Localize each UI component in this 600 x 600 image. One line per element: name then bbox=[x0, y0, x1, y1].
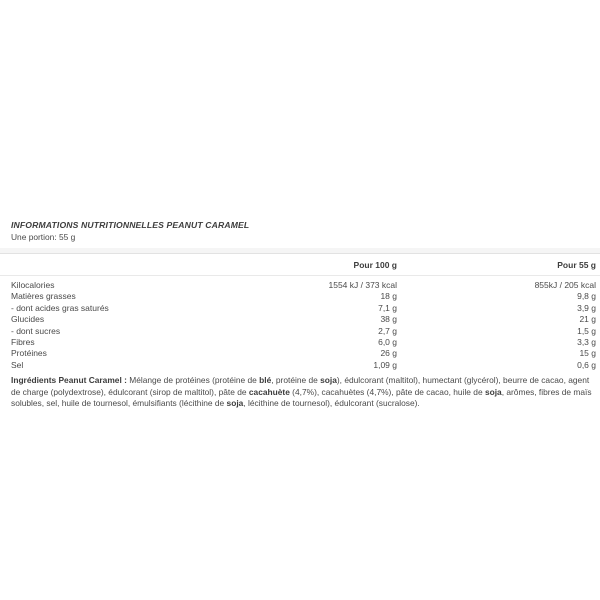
value-per-55g: 21 g bbox=[579, 314, 596, 325]
value-per-100g: 26 g bbox=[380, 348, 397, 359]
portion-info: Une portion: 55 g bbox=[11, 232, 76, 242]
value-per-55g: 0,6 g bbox=[577, 359, 596, 370]
value-per-55g: 3,3 g bbox=[577, 337, 596, 348]
value-per-55g: 855kJ / 205 kcal bbox=[534, 280, 596, 290]
table-row: Glucides 38 g 21 g bbox=[0, 314, 600, 325]
ingredient-segment: , protéine de bbox=[271, 375, 321, 386]
value-per-100g: 1,09 g bbox=[373, 359, 397, 370]
ingredient-segment: Ingrédients Peanut Caramel : bbox=[11, 375, 130, 386]
nutrient-label: - dont sucres bbox=[11, 325, 61, 336]
column-header-per-55g: Pour 55 g bbox=[557, 260, 596, 270]
value-per-55g: 9,8 g bbox=[577, 291, 596, 302]
value-per-100g: 38 g bbox=[380, 314, 397, 325]
ingredient-segment: soja bbox=[484, 386, 502, 397]
value-per-55g: 15 g bbox=[579, 348, 596, 359]
ingredient-segment: blé bbox=[259, 375, 272, 386]
table-header-row: Pour 100 g Pour 55 g bbox=[0, 254, 600, 276]
table-row: Sel 1,09 g 0,6 g bbox=[0, 360, 600, 371]
nutrient-label: Fibres bbox=[11, 337, 35, 348]
column-header-per-100g: Pour 100 g bbox=[353, 260, 397, 270]
table-row: Matières grasses 18 g 9,8 g bbox=[0, 291, 600, 302]
ingredient-segment: (4,7%), cacahuètes (4,7%), pâte de cacao… bbox=[289, 386, 485, 397]
nutrient-label: - dont acides gras saturés bbox=[11, 302, 109, 313]
ingredient-segment: ), édulcorant (maltitol), humectant (gly… bbox=[11, 375, 590, 397]
nutrient-label: Matières grasses bbox=[11, 291, 76, 302]
value-per-100g: 7,1 g bbox=[378, 302, 397, 313]
ingredient-segment: cacahuète bbox=[248, 386, 290, 397]
value-per-55g: 1,5 g bbox=[577, 325, 596, 336]
value-per-100g: 2,7 g bbox=[378, 325, 397, 336]
header-spacer bbox=[11, 260, 207, 270]
nutrient-label: Sel bbox=[11, 359, 24, 370]
value-per-55g: 3,9 g bbox=[577, 302, 596, 313]
panel-title: INFORMATIONS NUTRITIONNELLES PEANUT CARA… bbox=[11, 220, 250, 230]
table-row: Protéines 26 g 15 g bbox=[0, 348, 600, 359]
divider-band bbox=[0, 248, 600, 254]
nutrition-panel: INFORMATIONS NUTRITIONNELLES PEANUT CARA… bbox=[0, 220, 600, 409]
ingredient-segment: soja bbox=[320, 375, 337, 386]
ingredient-segment: , arômes, fibres de maïs solubles, sel, … bbox=[11, 386, 592, 408]
nutrient-label: Protéines bbox=[11, 348, 47, 359]
ingredient-segment: soja bbox=[226, 397, 244, 408]
table-row: Kilocalories 1554 kJ / 373 kcal 855kJ / … bbox=[0, 280, 600, 291]
value-per-100g: 6,0 g bbox=[378, 337, 397, 348]
ingredient-segment: , lécithine de tournesol), édulcorant (s… bbox=[243, 397, 420, 408]
nutrient-label: Kilocalories bbox=[11, 280, 55, 290]
value-per-100g: 1554 kJ / 373 kcal bbox=[328, 280, 397, 290]
ingredient-segment: Mélange de protéines (protéine de bbox=[129, 375, 260, 386]
table-row: - dont acides gras saturés 7,1 g 3,9 g bbox=[0, 303, 600, 314]
table-row: Fibres 6,0 g 3,3 g bbox=[0, 337, 600, 348]
table-body: Kilocalories 1554 kJ / 373 kcal 855kJ / … bbox=[0, 276, 600, 371]
ingredients-paragraph: Ingrédients Peanut Caramel : Mélange de … bbox=[11, 375, 592, 409]
nutrient-label: Glucides bbox=[11, 314, 45, 325]
value-per-100g: 18 g bbox=[380, 291, 397, 302]
table-row: - dont sucres 2,7 g 1,5 g bbox=[0, 326, 600, 337]
